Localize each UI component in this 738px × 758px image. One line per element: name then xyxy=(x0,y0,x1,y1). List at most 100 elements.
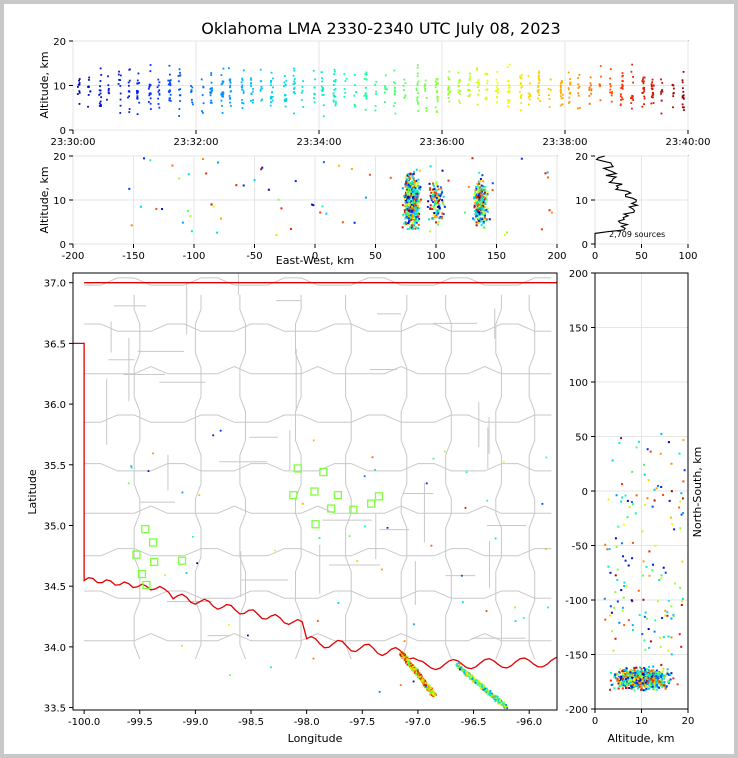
source-point xyxy=(98,89,101,92)
source-point xyxy=(78,103,81,105)
source-point xyxy=(633,666,636,669)
source-point xyxy=(157,78,160,81)
y-axis-label: Latitude xyxy=(26,469,39,515)
source-point xyxy=(136,92,138,95)
source-point xyxy=(404,204,407,207)
y-tick-label: 35.0 xyxy=(44,521,66,532)
source-point xyxy=(626,684,629,687)
x-tick-label: 50 xyxy=(635,251,648,262)
source-point xyxy=(472,678,475,681)
source-point xyxy=(623,673,626,676)
panel-frame xyxy=(72,272,558,711)
source-point xyxy=(621,75,624,78)
source-point xyxy=(220,92,223,95)
source-point xyxy=(435,221,438,224)
source-point xyxy=(409,664,412,667)
source-point xyxy=(662,674,665,677)
source-point xyxy=(480,184,483,187)
source-point xyxy=(476,67,479,70)
source-point xyxy=(294,180,297,183)
source-point xyxy=(149,70,152,73)
source-point xyxy=(250,79,253,81)
source-point xyxy=(136,97,138,99)
source-point xyxy=(416,205,419,208)
source-point xyxy=(413,170,416,173)
source-point xyxy=(412,204,415,207)
source-point xyxy=(196,562,199,565)
source-point xyxy=(412,680,415,683)
source-point xyxy=(436,96,439,99)
source-point xyxy=(636,677,639,680)
source-point xyxy=(661,673,664,676)
source-point xyxy=(680,513,683,516)
source-point xyxy=(610,611,613,614)
source-point xyxy=(666,614,669,617)
source-point xyxy=(644,678,647,681)
source-point xyxy=(409,226,412,229)
source-point xyxy=(164,574,167,577)
source-point xyxy=(485,208,488,211)
source-point xyxy=(179,100,181,102)
source-point xyxy=(429,204,432,207)
source-point xyxy=(567,87,570,89)
source-point xyxy=(621,542,624,545)
source-point xyxy=(561,93,564,96)
source-point xyxy=(655,669,658,672)
source-point xyxy=(413,198,416,201)
source-point xyxy=(630,70,633,73)
source-point xyxy=(624,687,627,690)
source-point xyxy=(560,95,562,98)
source-point xyxy=(186,209,189,212)
source-point xyxy=(457,662,460,665)
source-point xyxy=(429,230,432,233)
source-point xyxy=(640,685,643,688)
source-point xyxy=(609,605,612,608)
source-point xyxy=(476,679,478,682)
source-point xyxy=(561,103,564,106)
source-point xyxy=(283,98,286,101)
source-point xyxy=(220,93,223,96)
source-point xyxy=(411,227,414,230)
source-point xyxy=(425,107,428,110)
source-point xyxy=(625,667,628,670)
source-point xyxy=(428,687,431,690)
source-point xyxy=(270,95,272,98)
source-point xyxy=(660,681,663,684)
source-point xyxy=(491,692,493,695)
source-point xyxy=(621,609,624,612)
source-point xyxy=(481,190,484,193)
source-point xyxy=(654,544,657,547)
source-point xyxy=(484,186,487,189)
source-point xyxy=(666,679,669,682)
source-point xyxy=(275,234,278,237)
source-point xyxy=(476,681,479,684)
source-point xyxy=(77,83,80,86)
source-point xyxy=(447,179,450,182)
source-point xyxy=(415,217,418,220)
source-point xyxy=(539,100,541,102)
source-point xyxy=(627,619,630,622)
source-point xyxy=(78,78,81,80)
source-point xyxy=(408,187,411,190)
source-point xyxy=(408,193,411,196)
source-point xyxy=(408,223,411,226)
source-point xyxy=(651,677,654,680)
source-point xyxy=(625,677,628,680)
source-point xyxy=(435,90,438,92)
source-point xyxy=(178,88,180,91)
source-point xyxy=(630,670,633,673)
source-point xyxy=(480,210,483,213)
source-point xyxy=(381,568,383,571)
source-point xyxy=(431,687,434,690)
source-point xyxy=(467,83,470,86)
source-point xyxy=(210,203,213,206)
source-point xyxy=(673,528,676,531)
source-point xyxy=(634,675,637,678)
source-point xyxy=(405,203,408,206)
source-point xyxy=(412,670,415,673)
source-point xyxy=(560,84,562,87)
source-point xyxy=(646,671,649,674)
lma-station-marker xyxy=(142,580,151,590)
source-point xyxy=(634,684,637,687)
source-point xyxy=(220,99,223,102)
